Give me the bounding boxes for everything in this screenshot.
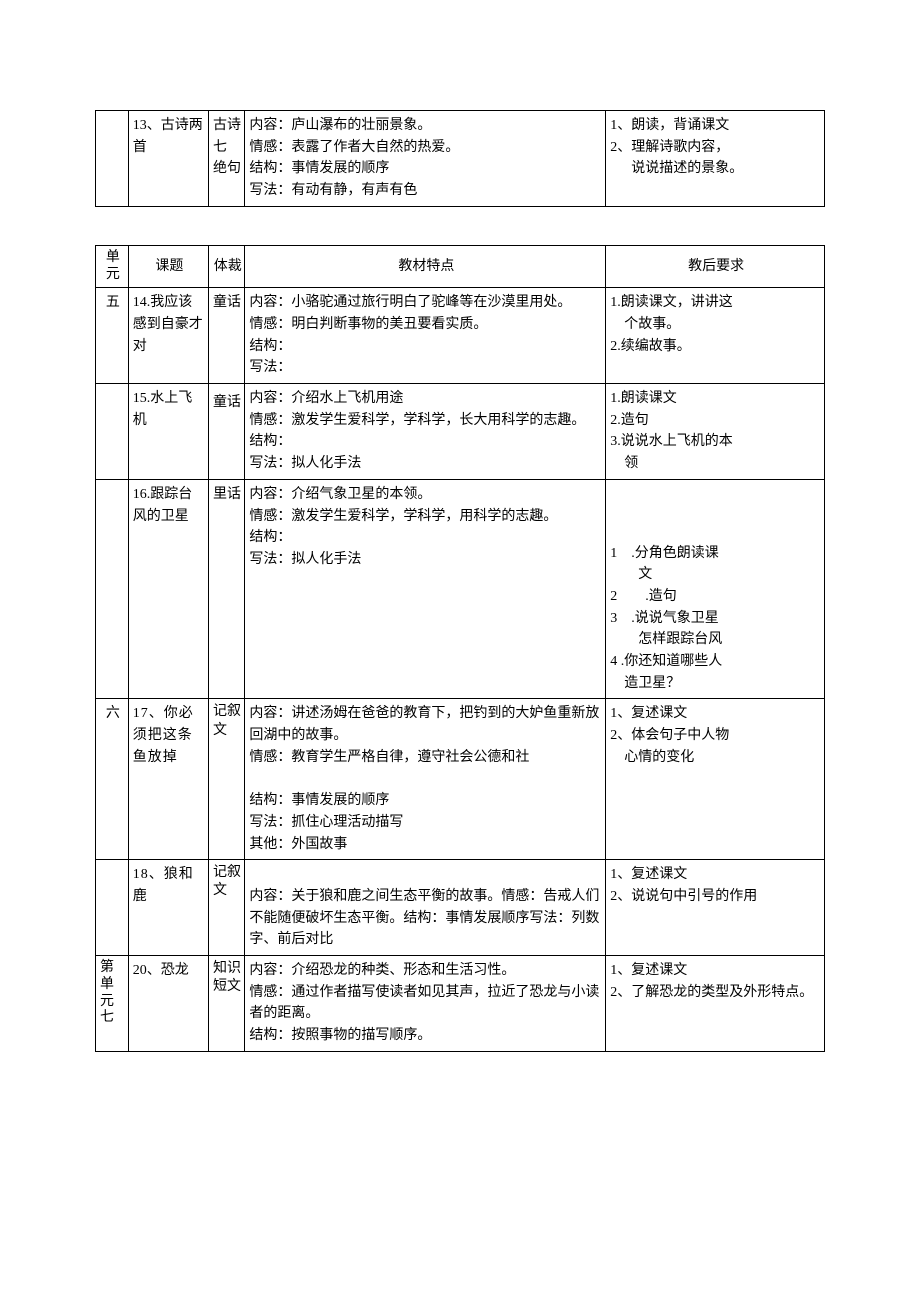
main-table: 单元 课题 体裁 教材特点 教后要求 五 14.我应该感到自豪才对 童话 内容：…	[95, 245, 825, 1052]
req-line: 2、理解诗歌内容，	[610, 137, 822, 159]
unit-cell	[96, 384, 129, 480]
genre-cell: 知识短文	[208, 956, 244, 1052]
features-cell: 内容：讲述汤姆在爸爸的教育下，把钓到的大妒鱼重新放回湖中的故事。 情感：教育学生…	[245, 699, 606, 860]
requirements-cell: 1 .分角色朗读课 文 2 .造句 3 .说说气象卫星 怎样跟踪台风 4 .你还…	[606, 479, 825, 699]
genre-cell: 记叙文	[208, 860, 244, 956]
unit-cell	[96, 860, 129, 956]
title-cell: 15.水上飞机	[128, 384, 208, 480]
req-line: 说说描述的景象。	[610, 158, 822, 180]
unit-cell: 六	[96, 699, 129, 860]
header-req: 教后要求	[606, 245, 825, 288]
table-row: 15.水上飞机 童话 内容：介绍水上飞机用途 情感：激发学生爱科学，学科学，长大…	[96, 384, 825, 480]
req-line: 2 .造句	[610, 586, 822, 608]
genre-cell: 记叙文	[208, 699, 244, 860]
title-cell: 13、古诗两首	[128, 111, 208, 207]
features-cell: 内容：介绍水上飞机用途 情感：激发学生爱科学，学科学，长大用科学的志趣。 结构：…	[245, 384, 606, 480]
genre-cell: 古诗 七 绝句	[208, 111, 244, 207]
title-cell: 14.我应该感到自豪才对	[128, 288, 208, 384]
req-line: 1 .分角色朗读课 文	[610, 543, 822, 586]
table-spacer	[95, 207, 825, 245]
unit-cell: 五	[96, 288, 129, 384]
table-row: 16.跟踪台风的卫星 里话 内容：介绍气象卫星的本领。 情感：激发学生爱科学，学…	[96, 479, 825, 699]
header-row: 单元 课题 体裁 教材特点 教后要求	[96, 245, 825, 288]
req-line: 1、朗读，背诵课文	[610, 115, 822, 137]
requirements-cell: 1.朗读课文，讲讲这 个故事。 2.续编故事。	[606, 288, 825, 384]
document-page: 13、古诗两首 古诗 七 绝句 内容：庐山瀑布的壮丽景象。 情感：表露了作者大自…	[0, 0, 920, 1112]
table-row: 五 14.我应该感到自豪才对 童话 内容：小骆驼通过旅行明白了驼峰等在沙漠里用处…	[96, 288, 825, 384]
table-row: 18、狼和鹿 记叙文 内容：关于狼和鹿之间生态平衡的故事。情感：告戒人们不能随便…	[96, 860, 825, 956]
header-title: 课题	[128, 245, 208, 288]
unit-cell	[96, 111, 129, 207]
unit-cell: 第单元七	[96, 956, 129, 1052]
genre-cell: 童话	[208, 288, 244, 384]
features-cell: 内容：小骆驼通过旅行明白了驼峰等在沙漠里用处。 情感：明白判断事物的美丑要看实质…	[245, 288, 606, 384]
req-line: 4 .你还知道哪些人 造卫星？	[610, 651, 822, 694]
table-row: 第单元七 20、恐龙 知识短文 内容：介绍恐龙的种类、形态和生活习性。 情感：通…	[96, 956, 825, 1052]
features-cell: 内容：关于狼和鹿之间生态平衡的故事。情感：告戒人们不能随便破坏生态平衡。结构：事…	[245, 860, 606, 956]
requirements-cell: 1、复述课文 2、了解恐龙的类型及外形特点。	[606, 956, 825, 1052]
header-unit: 单元	[96, 245, 129, 288]
features-cell: 内容：介绍恐龙的种类、形态和生活习性。 情感：通过作者描写使读者如见其声，拉近了…	[245, 956, 606, 1052]
title-cell: 17、你必须把这条鱼放掉	[128, 699, 208, 860]
requirements-cell: 1、复述课文 2、说说句中引号的作用	[606, 860, 825, 956]
requirements-cell: 1、复述课文 2、体会句子中人物 心情的变化	[606, 699, 825, 860]
requirements-cell: 1、朗读，背诵课文 2、理解诗歌内容， 说说描述的景象。	[606, 111, 825, 207]
genre-cell: 童话	[208, 384, 244, 480]
title-cell: 20、恐龙	[128, 956, 208, 1052]
title-cell: 16.跟踪台风的卫星	[128, 479, 208, 699]
req-line: 3 .说说气象卫星 怎样跟踪台风	[610, 608, 822, 651]
header-genre: 体裁	[208, 245, 244, 288]
features-cell: 内容：庐山瀑布的壮丽景象。 情感：表露了作者大自然的热爱。 结构：事情发展的顺序…	[245, 111, 606, 207]
genre-cell: 里话	[208, 479, 244, 699]
table-row: 13、古诗两首 古诗 七 绝句 内容：庐山瀑布的壮丽景象。 情感：表露了作者大自…	[96, 111, 825, 207]
unit-cell	[96, 479, 129, 699]
table-row: 六 17、你必须把这条鱼放掉 记叙文 内容：讲述汤姆在爸爸的教育下，把钓到的大妒…	[96, 699, 825, 860]
fragment-table: 13、古诗两首 古诗 七 绝句 内容：庐山瀑布的壮丽景象。 情感：表露了作者大自…	[95, 110, 825, 207]
features-cell: 内容：介绍气象卫星的本领。 情感：激发学生爱科学，学科学，用科学的志趣。 结构：…	[245, 479, 606, 699]
header-features: 教材特点	[245, 245, 606, 288]
title-cell: 18、狼和鹿	[128, 860, 208, 956]
requirements-cell: 1.朗读课文 2.造句 3.说说水上飞机的本 领	[606, 384, 825, 480]
